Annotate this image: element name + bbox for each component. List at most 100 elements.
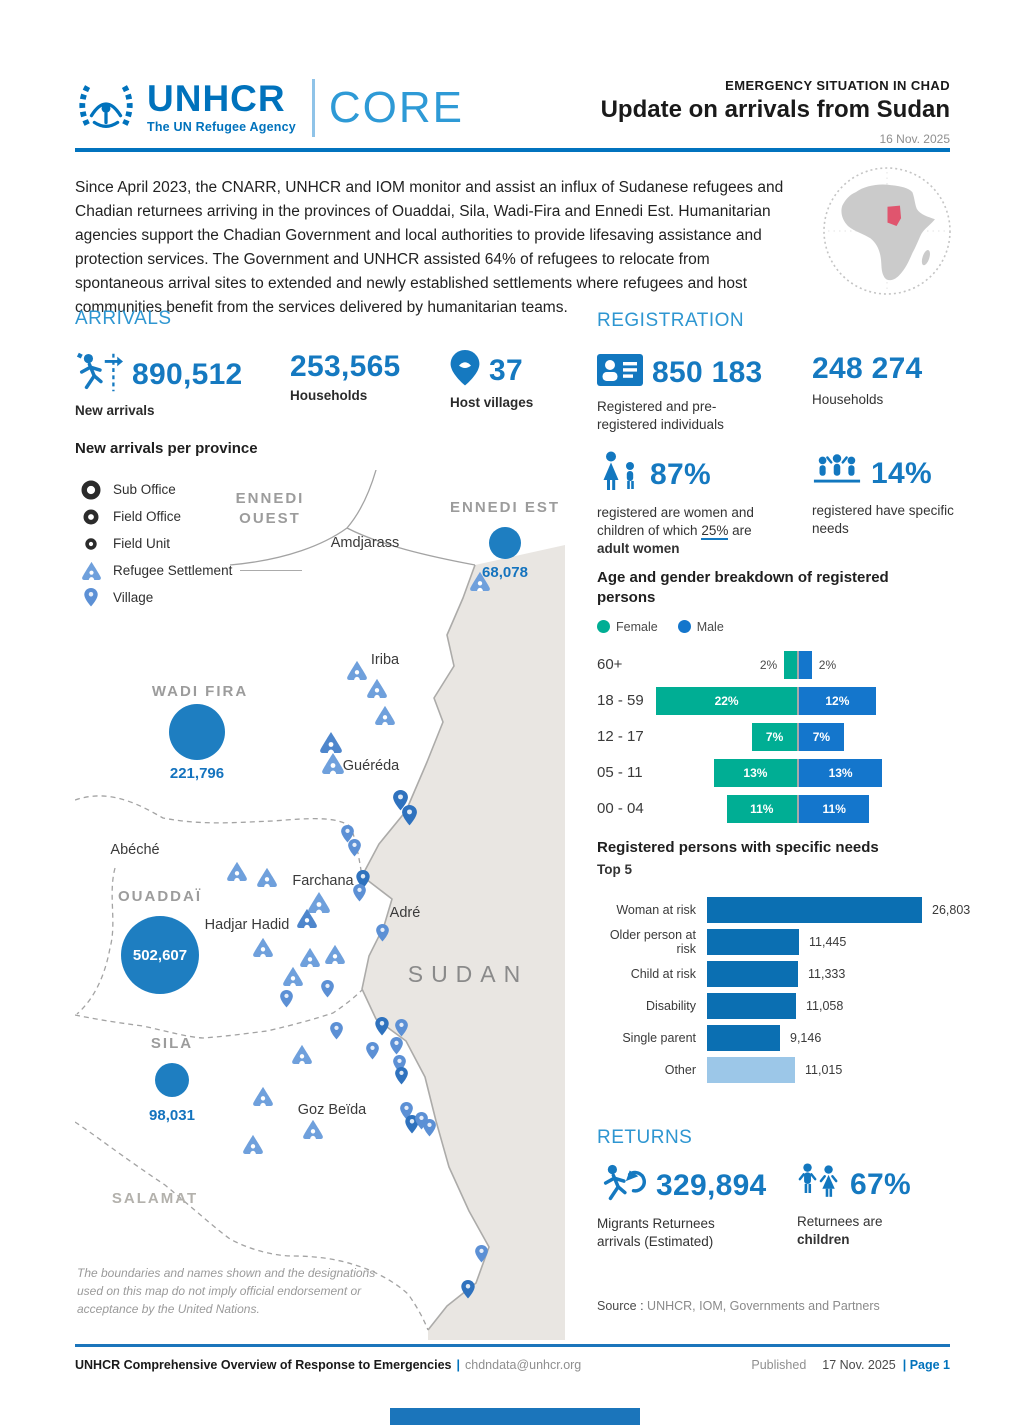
field-office-icon: [79, 506, 103, 528]
map-title: New arrivals per province: [75, 440, 258, 457]
unhcr-emblem-icon: [75, 74, 137, 141]
registration-section: REGISTRATION 850 183: [597, 310, 997, 1084]
woman-child-icon: [597, 450, 641, 499]
need-value-label: 26,803: [932, 903, 971, 918]
female-bar: 13%: [713, 758, 797, 787]
legend-item-field-unit: Field Unit: [79, 530, 302, 557]
ennedi-est-value: 68,078: [482, 564, 528, 581]
adult-women-pct: 25%: [701, 523, 729, 541]
male-bar: 11%: [799, 794, 870, 823]
label-wadi-fira: WADI FIRA: [152, 683, 248, 700]
pyramid-row-00-04: 00 - 04 11% 11%: [597, 791, 997, 827]
footer-separator: |: [456, 1358, 461, 1372]
wadifira-ouaddai-boundary: [75, 795, 363, 877]
footer-published-label: Published: [751, 1358, 807, 1372]
town-adre: Adré: [390, 905, 421, 921]
male-bar: 13%: [799, 758, 883, 787]
logo-divider: [311, 78, 315, 137]
age-gender-chart: Age and gender breakdown of registered p…: [597, 568, 997, 827]
households-label: Households: [290, 388, 368, 403]
need-value-label: 11,058: [806, 999, 844, 1014]
field-unit-icon: [79, 533, 103, 555]
logo-tagline: The UN Refugee Agency: [147, 119, 296, 134]
pyramid-row-18-59: 18 - 59 22% 12%: [597, 683, 997, 719]
pyramid-category-label: 05 - 11: [597, 764, 643, 781]
need-bar: [707, 1025, 780, 1052]
bubble-ennedi-est: [489, 527, 521, 559]
running-person-arrival-icon: [75, 350, 123, 399]
logo-core: CORE: [328, 82, 465, 132]
label-sudan: SUDAN: [408, 961, 529, 987]
returns-section: RETURNS: [597, 1127, 997, 1313]
town-hadjar-hadid: Hadjar Hadid: [205, 917, 290, 933]
need-bar: [707, 993, 796, 1020]
sila-salamat-boundary: [75, 1121, 429, 1331]
need-row-older-person-at-risk: Older person at risk 11,445: [597, 926, 1017, 958]
sila-value: 98,031: [149, 1107, 195, 1124]
label-ennedi-ouest-2: OUEST: [239, 510, 301, 527]
male-dot: [677, 620, 691, 633]
legend-item-label: Sub Office: [113, 482, 176, 497]
need-category-label: Disability: [645, 999, 696, 1014]
need-value-label: 11,445: [809, 935, 847, 950]
pyramid-row-60+: 60+ 2% 2%: [597, 647, 997, 683]
stat-registered-individuals: 850 183 Registered and pre-registered in…: [597, 352, 812, 434]
host-villages-value: 37: [489, 353, 523, 387]
legend-item-field-office: Field Office: [79, 503, 302, 530]
report-date: 16 Nov. 2025: [879, 132, 951, 146]
town-amdjarass: Amdjarass: [331, 535, 400, 551]
new-arrivals-value: 890,512: [132, 357, 243, 391]
header-logo-block: UNHCR The UN Refugee Agency CORE: [75, 74, 464, 141]
ouaddai-value: 502,607: [133, 947, 187, 964]
legend-item-sub-office: Sub Office: [79, 476, 302, 503]
legend-item-label: Field Office: [113, 509, 182, 524]
page-title: Update on arrivals from Sudan: [600, 96, 950, 123]
legend-item-village: Village: [79, 584, 302, 611]
label-ennedi-est: ENNEDI EST: [450, 499, 560, 516]
map-pin-icon: [450, 350, 480, 391]
children-icon: [797, 1161, 841, 1208]
footer-email-link[interactable]: chdndata@unhcr.org: [465, 1358, 582, 1372]
pyramid-row-05-11: 05 - 11 13% 13%: [597, 755, 997, 791]
need-category-label: Child at risk: [630, 967, 696, 982]
legend-callout-line: [240, 569, 303, 572]
kicker: EMERGENCY SITUATION IN CHAD: [725, 78, 950, 93]
arrivals-section: ARRIVALS: [75, 308, 565, 418]
province-bubbles: 68,078 221,796 502,607 98,031: [121, 527, 528, 1124]
village-icon: [79, 588, 103, 607]
footer-rule: [75, 1344, 950, 1347]
age-gender-chart-title: Age and gender breakdown of registered p…: [597, 569, 889, 607]
footer-published-date: 17 Nov. 2025: [822, 1358, 896, 1372]
male-bar: 7%: [799, 722, 844, 751]
town-guereda: Guéréda: [343, 758, 400, 774]
need-row-woman-at-risk: Woman at risk 26,803: [597, 894, 1017, 926]
ouaddai-west-boundary: [76, 867, 116, 1015]
stat-specific-needs: 14% registered have specific needs: [812, 450, 1024, 559]
migrant-returnees-value: 329,894: [656, 1168, 767, 1202]
label-sila: SILA: [151, 1035, 193, 1052]
registered-households-label: Households: [812, 392, 884, 407]
arrivals-heading: ARRIVALS: [75, 308, 172, 329]
specific-needs-chart-subtitle: Top 5: [597, 862, 632, 878]
stat-migrant-returnees: 329,894 Migrants Returnees arrivals (Esti…: [597, 1161, 797, 1251]
town-iriba: Iriba: [371, 652, 400, 668]
specific-needs-label: registered have specific needs: [812, 503, 954, 537]
chad-sudan-border: [361, 564, 490, 1331]
town-farchana: Farchana: [292, 873, 354, 889]
need-value-label: 11,333: [808, 967, 846, 982]
stat-registered-households: 248 274 Households: [812, 352, 1024, 434]
need-row-single-parent: Single parent 9,146: [597, 1022, 1017, 1054]
need-category-label: Woman at risk: [616, 903, 696, 918]
female-bar: [784, 650, 797, 679]
data-source: Source : UNHCR, IOM, Governments and Par…: [597, 1299, 880, 1313]
female-bar: 22%: [656, 686, 797, 715]
logo-unhcr: UNHCR: [147, 78, 286, 120]
label-ennedi-ouest-1: ENNEDI: [236, 490, 305, 507]
need-row-disability: Disability 11,058: [597, 990, 1017, 1022]
chad-sudan-map: 68,078 221,796 502,607 98,031 ENNEDI OUE…: [75, 470, 565, 1340]
town-goz-beida: Goz Beïda: [298, 1102, 367, 1118]
legend-item-refugee-settlement: Refugee Settlement: [79, 557, 303, 584]
registered-households-value: 248 274: [812, 352, 923, 385]
legend-item-label: Field Unit: [113, 536, 171, 551]
bubble-sila: [155, 1063, 189, 1097]
